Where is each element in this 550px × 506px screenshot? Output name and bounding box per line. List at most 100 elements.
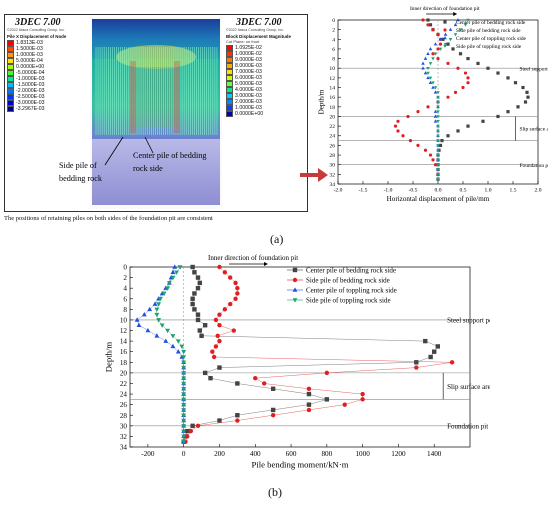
data-point: [181, 376, 187, 381]
left-legend-swatch: [7, 39, 14, 47]
data-point: [177, 265, 183, 270]
y-tick-label: 26: [120, 401, 128, 409]
data-point: [446, 42, 450, 46]
data-point: [436, 56, 440, 61]
series-circle: [183, 264, 455, 444]
data-point: [181, 397, 187, 402]
data-point: [436, 168, 440, 172]
data-point: [181, 413, 187, 418]
left-legend-swatch: [7, 51, 14, 59]
x-tick-label: 200: [214, 450, 225, 458]
plot-frame: [129, 266, 471, 448]
series-line: [136, 266, 184, 442]
legend-label: Side pile of bedding rock side: [456, 27, 521, 34]
y-tick-label: 2: [123, 274, 127, 282]
data-point: [443, 42, 448, 47]
inner-direction-arrowhead: [453, 12, 458, 16]
data-point: [453, 22, 458, 27]
right-legend-row: 0.0000E+00: [226, 110, 304, 118]
data-point: [211, 354, 217, 360]
data-point: [433, 114, 438, 118]
right-legend-row: 7.0000E-03: [226, 68, 304, 76]
right-legend-row: 5.0000E-03: [226, 80, 304, 88]
right-legend-swatch: [226, 98, 233, 106]
data-point: [431, 85, 435, 89]
left-legend-window: 3DEC 7.00 ©2022 Itasca Consulting Group,…: [7, 17, 87, 147]
data-point: [192, 270, 197, 275]
left-legend-row: 1.0000E-03: [7, 51, 87, 59]
data-point: [428, 62, 433, 66]
data-point: [506, 110, 510, 114]
y-tick-label: 8: [332, 57, 335, 63]
data-point: [235, 285, 240, 291]
data-point: [421, 18, 425, 22]
series-triangle-down: [154, 265, 187, 445]
legend-label: Center pile of toppling rock side: [306, 286, 397, 294]
data-point: [181, 418, 187, 424]
data-point: [324, 370, 330, 376]
data-point: [431, 28, 435, 32]
data-point: [426, 18, 430, 22]
chart-legend: Center pile of bedding rock side Side pil…: [287, 266, 397, 304]
data-point: [438, 42, 443, 46]
data-point: [440, 138, 444, 143]
data-point: [181, 439, 187, 445]
y-tick-label: 6: [332, 47, 335, 53]
data-point: [181, 371, 187, 376]
y-tick-label: 28: [120, 412, 128, 420]
left-legend-swatch: [7, 99, 14, 107]
data-point: [401, 134, 405, 138]
data-point: [181, 387, 187, 392]
data-point: [476, 61, 480, 66]
data-point: [513, 81, 518, 85]
data-point: [436, 105, 440, 109]
data-point: [461, 85, 465, 90]
data-point: [436, 32, 440, 37]
data-point: [181, 381, 187, 387]
data-point: [436, 158, 440, 162]
side-pile-annotation: Side pile of bedding rock: [59, 161, 102, 183]
data-point: [181, 424, 187, 429]
series-square: [426, 18, 530, 181]
data-point: [154, 333, 160, 338]
y-tick-label: 0: [332, 18, 335, 24]
series-triangle-up: [421, 18, 460, 181]
left-color-legend: 1.8313E-03 1.5000E-03 1.0000E-03 5.0000E-04…: [7, 39, 87, 113]
data-point: [446, 134, 450, 138]
data-point: [235, 418, 240, 423]
x-tick-label: 1.0: [485, 188, 492, 194]
x-tick-label: 0: [182, 450, 186, 458]
x-tick-label: 800: [321, 450, 332, 458]
data-point: [416, 143, 420, 148]
data-point: [181, 434, 187, 440]
data-point: [192, 291, 197, 296]
data-point: [436, 144, 440, 148]
data-point: [170, 275, 176, 281]
data-point: [181, 402, 187, 408]
y-tick-label: 34: [329, 182, 335, 188]
data-point: [426, 105, 430, 109]
right-legend-swatch: [226, 44, 233, 52]
legend-label: Side pile of toppling rock side: [456, 43, 522, 50]
data-point: [506, 76, 510, 80]
left-window-title: 3DEC 7.00: [15, 17, 61, 28]
x-tick-label: 0.5: [460, 188, 467, 194]
model-render: [90, 17, 222, 209]
x-tick-label: 1.5: [510, 188, 517, 194]
data-point: [436, 110, 440, 114]
data-point: [217, 312, 222, 317]
data-point: [426, 75, 430, 80]
data-point: [436, 95, 440, 100]
x-tick-label: -0.5: [409, 188, 418, 194]
data-point: [466, 124, 470, 128]
right-legend-value: 3.0000E-03: [235, 93, 262, 99]
right-legend-swatch: [226, 92, 233, 100]
y-axis-label: Depth/m: [103, 342, 113, 373]
data-point: [197, 328, 202, 333]
left-legend-value: -1.0000E-03: [16, 76, 45, 82]
data-point: [396, 119, 400, 123]
left-legend-swatch: [7, 87, 14, 95]
left-legend-row: -2.5000E-03: [7, 93, 87, 101]
data-point: [170, 343, 176, 349]
right-legend-value: 0.0000E+00: [235, 111, 264, 117]
